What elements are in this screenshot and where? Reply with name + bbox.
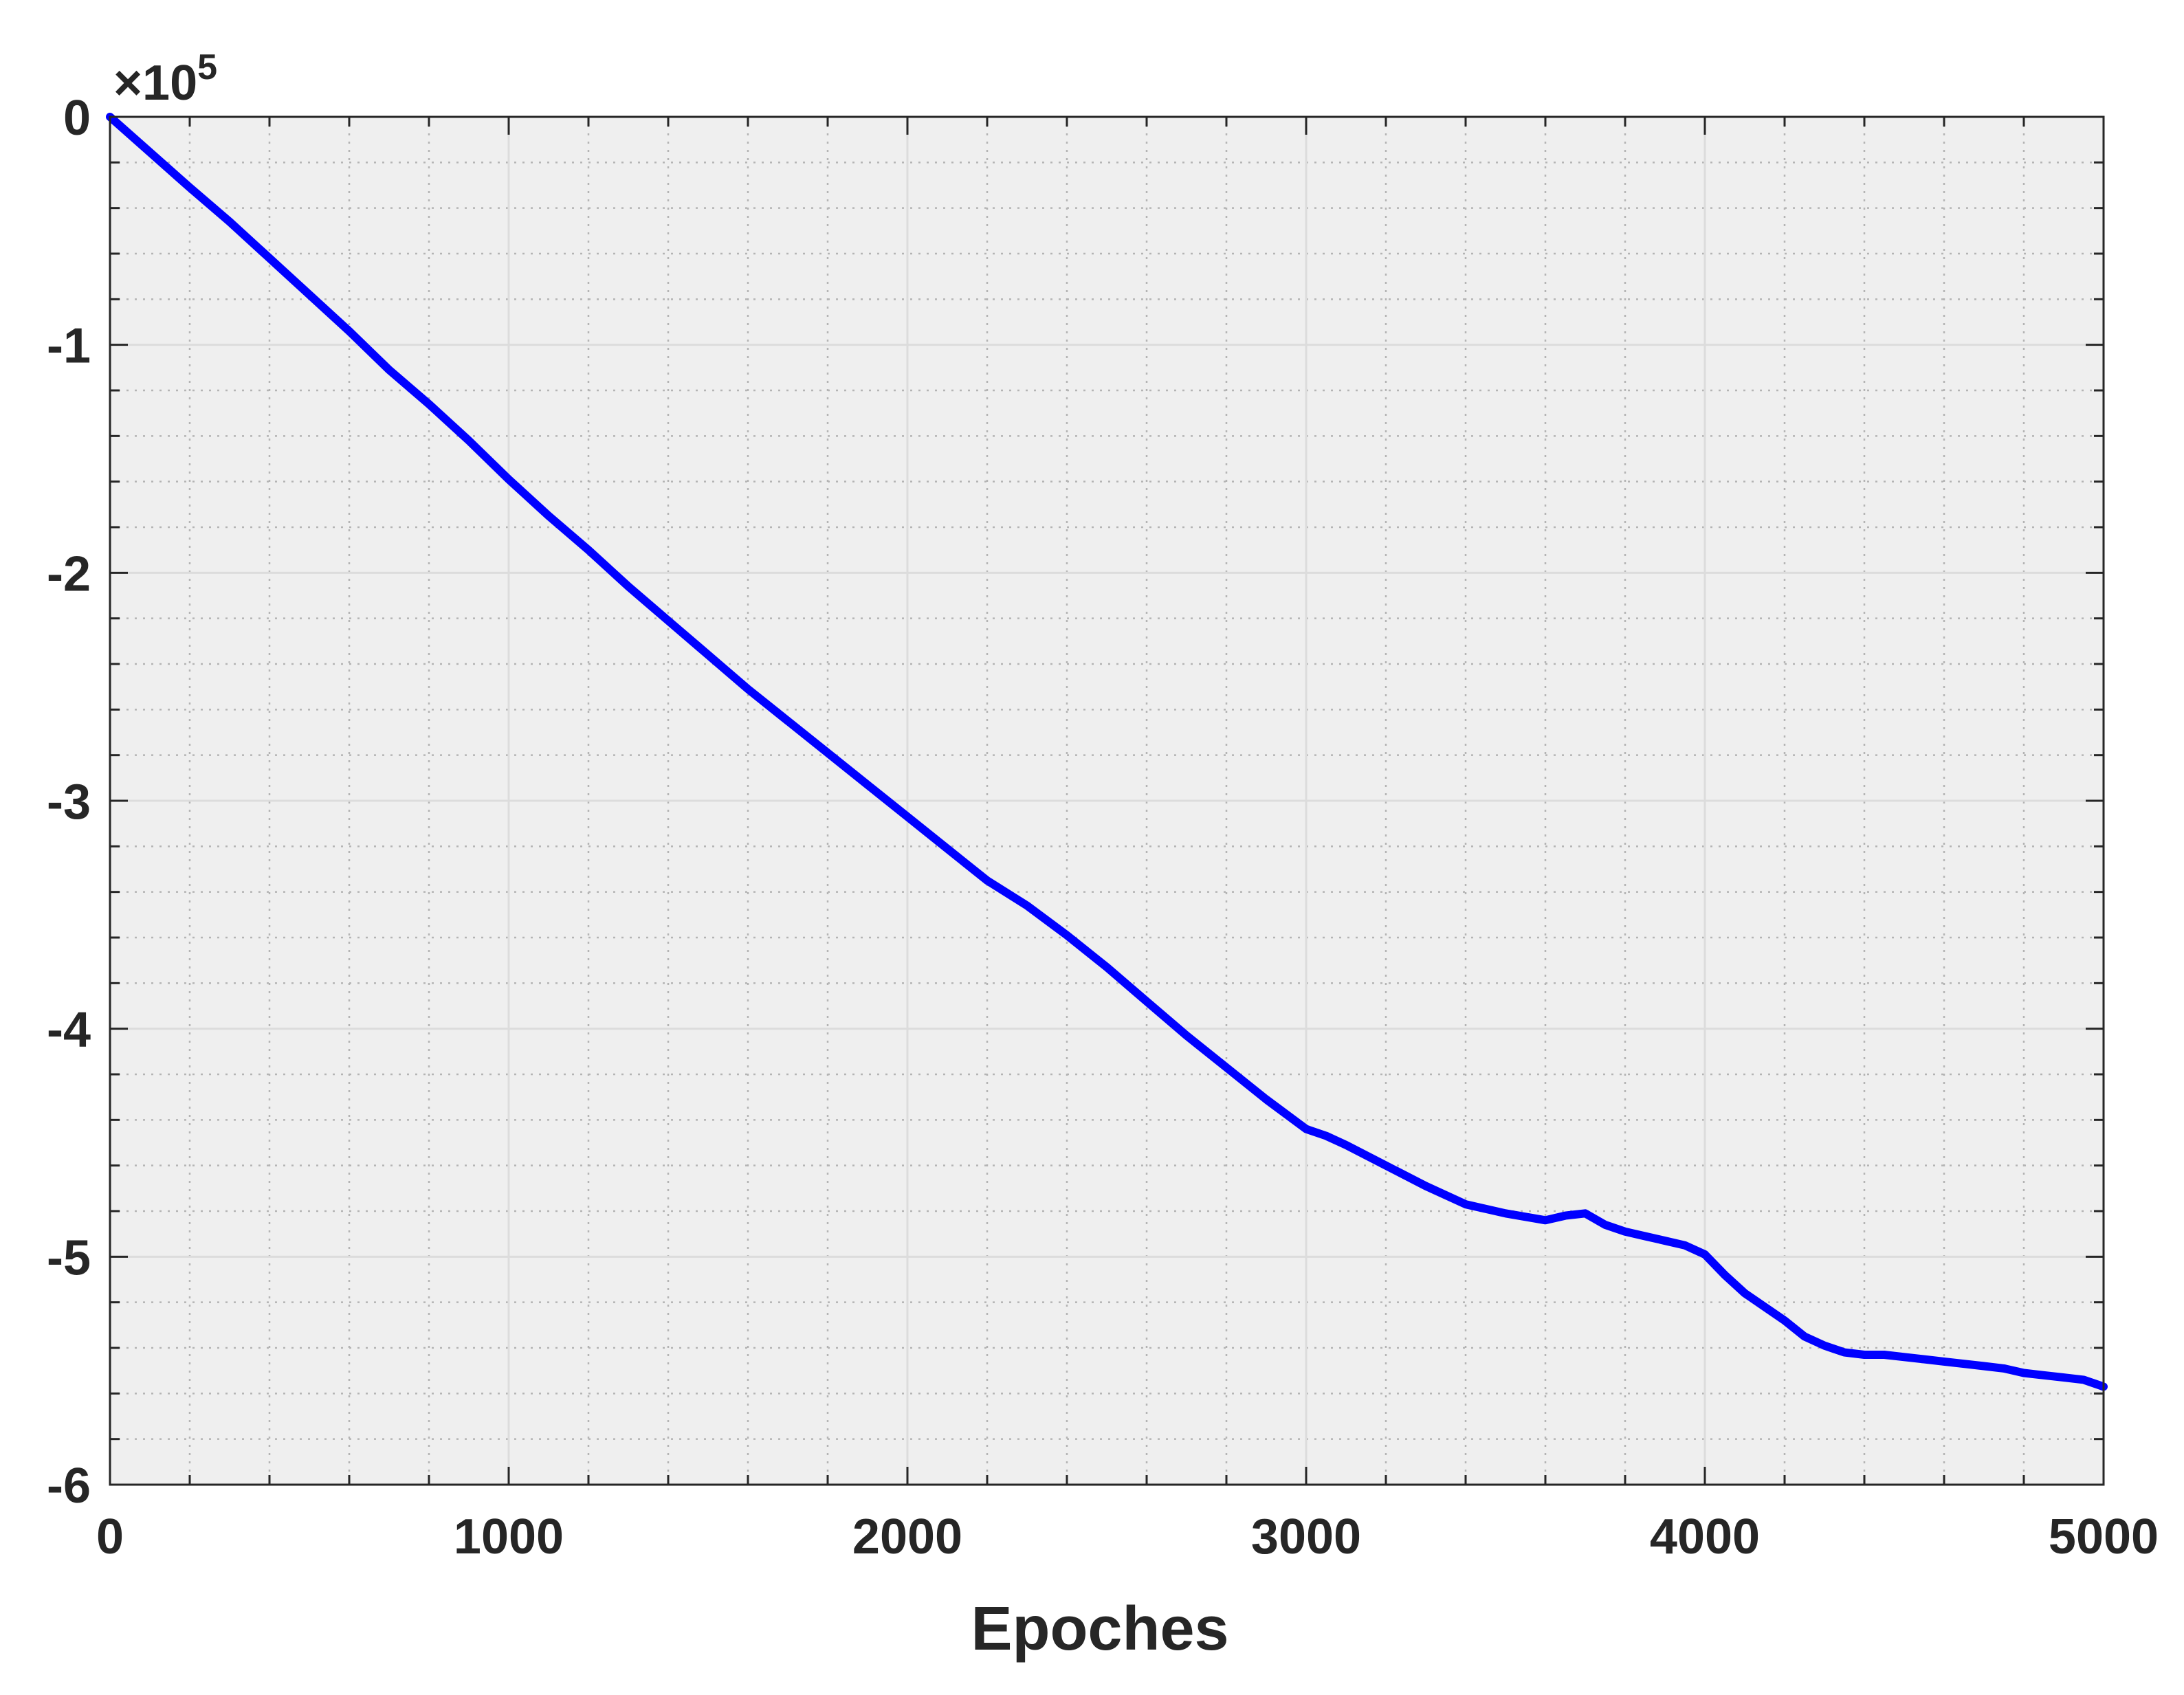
x-tick-label: 4000 <box>1650 1509 1760 1564</box>
x-tick-label: 3000 <box>1251 1509 1361 1564</box>
y-tick-label: -4 <box>47 1003 91 1058</box>
x-tick-label: 1000 <box>454 1509 564 1564</box>
x-tick-labels: 0 1000 2000 3000 4000 5000 <box>96 1509 2159 1564</box>
y-exponent-label: ×105 <box>113 47 217 111</box>
x-axis-title: Epoches <box>971 1595 1228 1663</box>
y-tick-labels: 0 -1 -2 -3 -4 -5 -6 <box>47 91 91 1514</box>
y-exponent-power: 5 <box>197 47 217 87</box>
y-tick-label: -2 <box>47 546 91 601</box>
x-tick-label: 0 <box>96 1509 124 1564</box>
y-tick-label: -3 <box>47 775 91 830</box>
y-tick-label: -5 <box>47 1230 91 1285</box>
x-tick-label: 5000 <box>2049 1509 2159 1564</box>
y-tick-label: -6 <box>47 1459 91 1514</box>
y-tick-label: 0 <box>63 91 91 146</box>
axis-ticks <box>109 115 2105 1486</box>
series-line <box>106 113 2108 1391</box>
series-layer <box>106 113 2108 1391</box>
x-tick-label: 2000 <box>852 1509 962 1564</box>
y-tick-label: -1 <box>47 319 91 374</box>
